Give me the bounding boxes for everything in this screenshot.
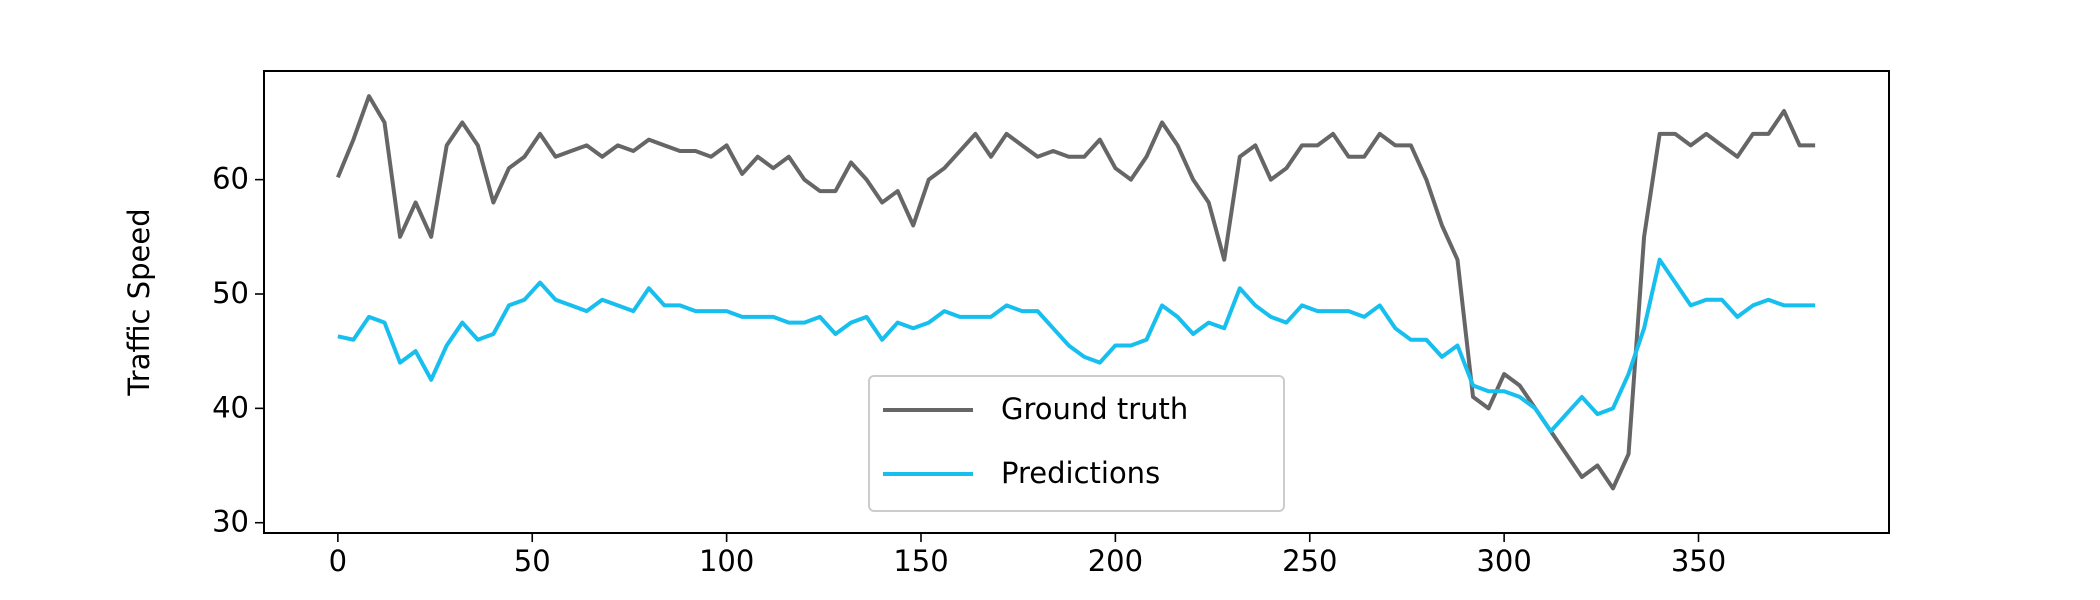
y-tick-label: 60 xyxy=(212,162,249,196)
x-tick-label: 350 xyxy=(1671,544,1726,578)
y-tick-label: 30 xyxy=(212,505,249,539)
legend-label: Predictions xyxy=(1001,456,1160,490)
series-line xyxy=(337,257,1816,434)
series-line xyxy=(336,94,1816,491)
y-tick-label: 50 xyxy=(212,276,249,310)
y-axis-label: Traffic Speed xyxy=(122,208,156,396)
y-tick-label: 40 xyxy=(212,390,249,424)
x-tick-label: 100 xyxy=(699,544,754,578)
x-tick-label: 0 xyxy=(329,544,347,578)
x-tick-label: 300 xyxy=(1476,544,1531,578)
axes-frame xyxy=(263,70,1890,534)
x-tick-label: 50 xyxy=(514,544,551,578)
x-tick-label: 150 xyxy=(893,544,948,578)
legend-label: Ground truth xyxy=(1001,392,1188,426)
x-tick-label: 200 xyxy=(1088,544,1143,578)
x-tick-label: 250 xyxy=(1282,544,1337,578)
